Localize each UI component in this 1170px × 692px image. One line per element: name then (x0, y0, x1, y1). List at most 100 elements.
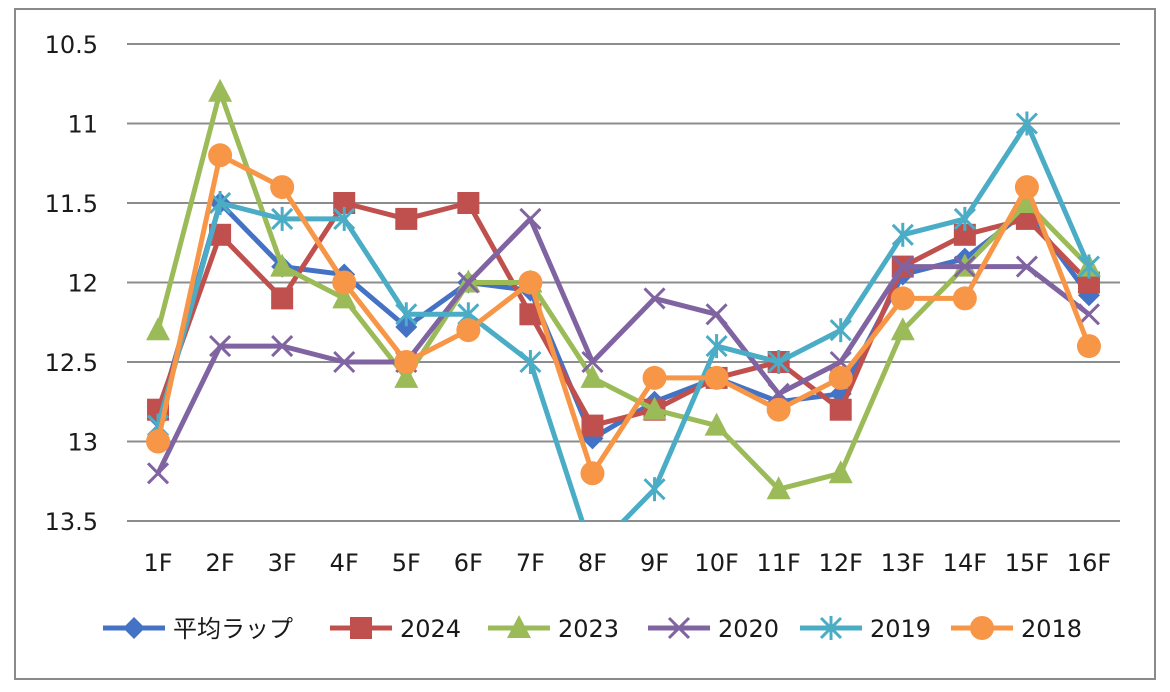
data-point (394, 350, 419, 374)
data-point (270, 175, 295, 200)
data-point (146, 462, 170, 485)
data-point (1015, 111, 1038, 136)
data-point (333, 192, 356, 214)
marker-stroke (1015, 255, 1038, 278)
legend-item: 2023 (488, 615, 619, 643)
data-point (1077, 254, 1101, 279)
data-point (519, 207, 542, 230)
data-point (332, 270, 357, 295)
marker-stroke (953, 255, 976, 278)
legend-item: 2019 (800, 615, 931, 643)
data-point (580, 364, 605, 388)
data-point (829, 398, 852, 421)
y-tick-label: 13.5 (45, 508, 98, 536)
legend-label: 2019 (870, 615, 931, 643)
data-point (953, 255, 976, 278)
data-point (270, 253, 295, 277)
data-point (518, 270, 543, 295)
data-point (767, 350, 790, 374)
marker-stroke (209, 335, 232, 358)
data-point (519, 303, 542, 326)
legend-item: 平均ラップ (103, 615, 293, 643)
marker-stroke (333, 350, 356, 374)
data-point (828, 460, 853, 484)
y-tick-label: 11.5 (45, 190, 98, 218)
data-point (209, 335, 232, 358)
data-point (1015, 207, 1038, 230)
data-point (394, 364, 419, 388)
data-point (705, 334, 728, 359)
data-point (333, 350, 356, 374)
x-tick-label: 8F (578, 549, 607, 577)
data-point (766, 476, 791, 500)
marker-stroke (519, 207, 542, 230)
series-2018 (146, 143, 1101, 486)
legend-label: 2024 (400, 615, 461, 643)
legend-label: 平均ラップ (173, 615, 293, 643)
y-tick-label: 12.5 (45, 349, 98, 377)
marker-stroke (1077, 303, 1101, 326)
y-axis-ticks: 10.5 11 11.5 12 12.5 13 13.5 (45, 31, 98, 536)
series-layer (146, 78, 1101, 521)
data-point (891, 222, 914, 247)
data-point (581, 350, 604, 374)
data-point (1015, 255, 1038, 278)
y-tick-label: 12 (67, 270, 98, 298)
marker-stroke (271, 335, 294, 358)
marker-stroke (667, 616, 691, 640)
x-tick-label: 13F (881, 549, 925, 577)
data-point (519, 350, 542, 374)
data-point (507, 615, 531, 638)
data-point (457, 192, 480, 214)
data-point (271, 287, 294, 310)
series-line (155, 216, 1091, 475)
legend-item: 2020 (648, 615, 779, 643)
series-line (155, 152, 1092, 476)
x-tick-label: 12F (819, 549, 863, 577)
x-tick-label: 10F (694, 549, 738, 577)
x-tick-label: 6F (454, 549, 483, 577)
legend-item: 2024 (330, 615, 461, 643)
data-point (395, 302, 418, 327)
data-point (332, 285, 357, 309)
legend-label: 2020 (718, 615, 779, 643)
data-point (350, 617, 372, 639)
marker-stroke (581, 350, 604, 374)
x-tick-label: 16F (1067, 549, 1111, 577)
data-point (952, 286, 977, 311)
data-point (1014, 175, 1039, 200)
x-tick-label: 11F (756, 549, 800, 577)
data-point (891, 255, 914, 278)
x-tick-label: 5F (392, 549, 421, 577)
data-point (271, 335, 294, 358)
data-point (581, 414, 604, 437)
data-point (123, 617, 145, 639)
legend-label: 2018 (1021, 615, 1082, 643)
data-point (146, 317, 171, 341)
marker-stroke (705, 303, 728, 326)
y-tick-label: 10.5 (45, 31, 98, 59)
data-point (667, 616, 691, 640)
data-point (642, 365, 667, 390)
x-tick-label: 9F (640, 549, 669, 577)
data-point (643, 287, 666, 310)
series-2020 (146, 207, 1101, 485)
series-line (155, 121, 1092, 521)
data-point (953, 223, 976, 246)
x-tick-label: 7F (516, 549, 545, 577)
data-point (829, 318, 852, 343)
x-tick-label: 1F (143, 549, 172, 577)
x-tick-label: 2F (206, 549, 235, 577)
x-axis-ticks: 1F 2F 3F 4F 5F 6F 7F 8F 9F 10F 11F 12F 13F 14F 15F 16F (143, 549, 1111, 577)
data-point (580, 461, 605, 486)
series-line (155, 200, 1091, 429)
series-line (155, 200, 1091, 441)
data-point (457, 271, 480, 294)
x-tick-label: 15F (1005, 549, 1049, 577)
x-tick-label: 14F (943, 549, 987, 577)
y-tick-label: 11 (67, 111, 98, 139)
data-point (643, 477, 666, 502)
marker-stroke (457, 271, 480, 294)
x-tick-label: 3F (268, 549, 297, 577)
